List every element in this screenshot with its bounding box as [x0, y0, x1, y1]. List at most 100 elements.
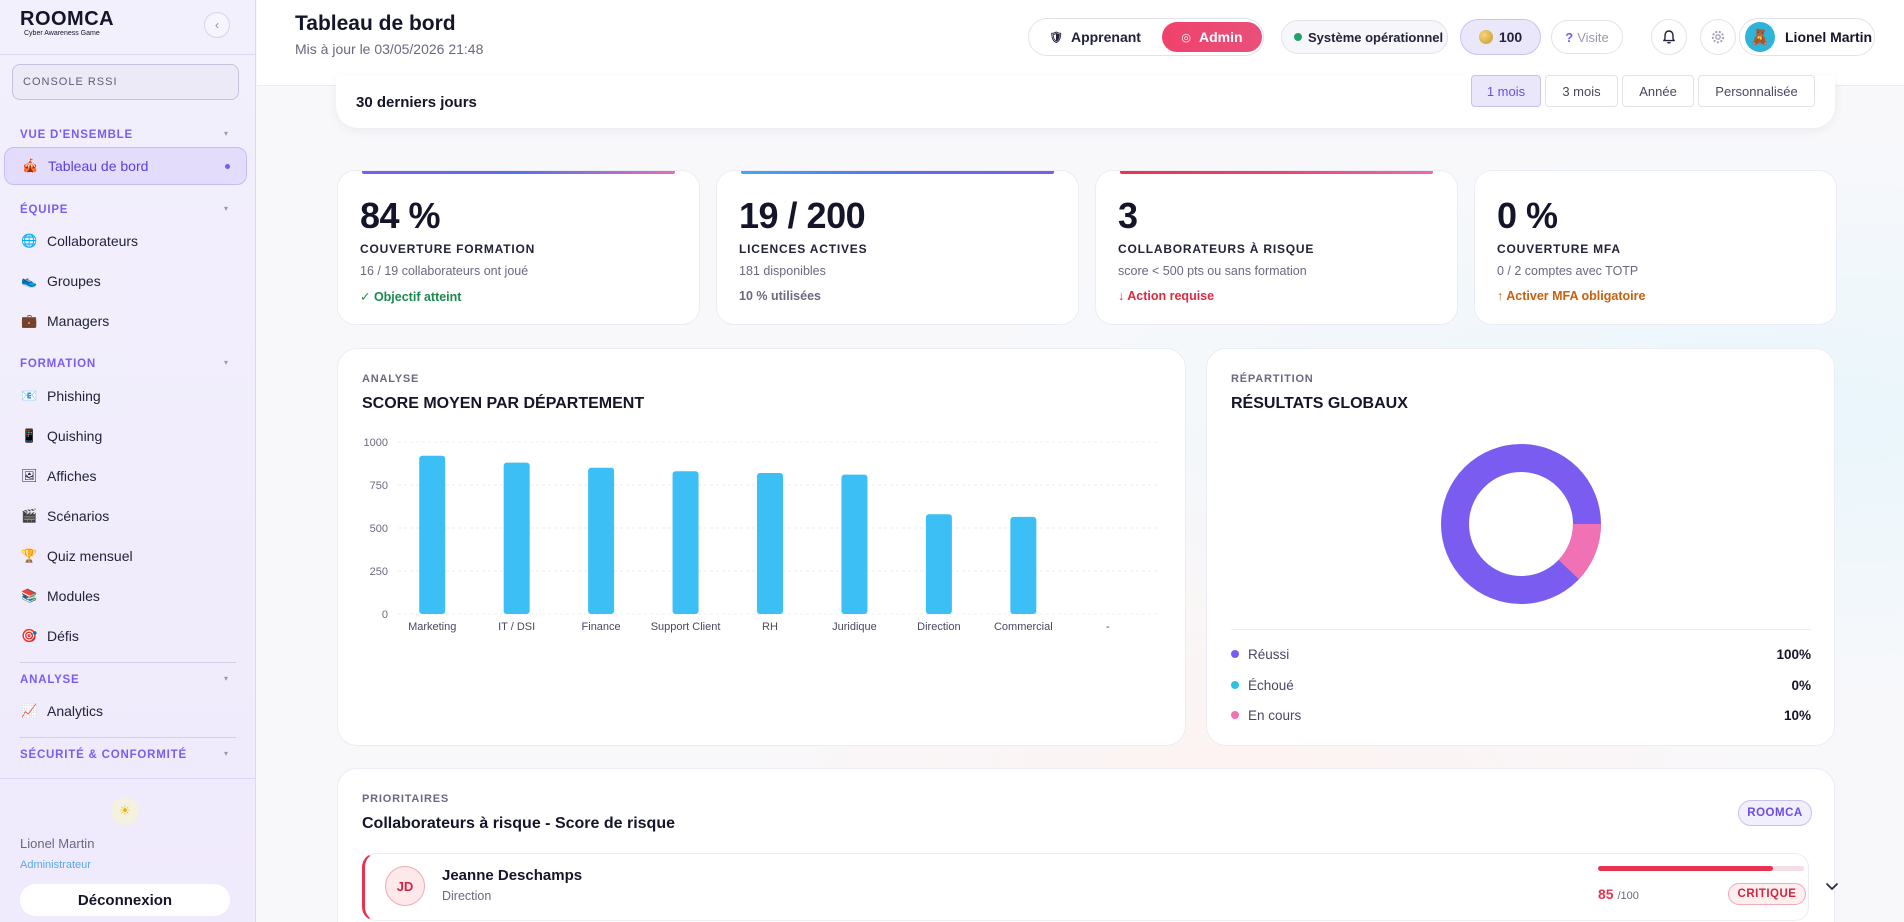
role-admin-label: Admin: [1199, 29, 1243, 45]
settings-button[interactable]: [1700, 19, 1736, 55]
notifications-button[interactable]: [1651, 19, 1687, 55]
section-team-label: ÉQUIPE: [20, 204, 69, 216]
legend-label: Échoué: [1248, 677, 1294, 693]
groups-icon: 👟: [21, 273, 38, 288]
tour-button[interactable]: ? Visite: [1551, 20, 1623, 54]
role-learner-button[interactable]: 🛡 Apprenant: [1049, 29, 1141, 45]
chevron-down-icon[interactable]: [1824, 878, 1840, 894]
y-tick-label: 250: [370, 566, 388, 578]
period-option-custom[interactable]: Personnalisée: [1698, 75, 1815, 107]
theme-toggle-button[interactable]: ☀: [111, 797, 139, 825]
clapper-icon: 🎬: [21, 508, 38, 523]
qr-phone-icon: 📱: [21, 428, 38, 443]
legend-percent: 100%: [1776, 646, 1811, 662]
legend-percent: 0%: [1791, 677, 1811, 693]
collaborators-icon: 🌐: [21, 233, 38, 248]
sidebar-item-analytics[interactable]: 📈 Analytics: [4, 692, 247, 730]
points-value: 100: [1498, 29, 1523, 45]
top-header: Tableau de bord Mis à jour le 03/05/2026…: [257, 0, 1904, 86]
section-training[interactable]: FORMATION ▾: [20, 358, 228, 370]
kpi-note: ↑ Activer MFA obligatoire: [1497, 289, 1646, 303]
period-selector: 30 derniers jours 1 mois 3 mois Année Pe…: [336, 75, 1835, 128]
panel-title: RÉSULTATS GLOBAUX: [1231, 395, 1408, 412]
sidebar-item-label: Scénarios: [47, 508, 110, 524]
sidebar-item-label: Quishing: [47, 428, 103, 444]
caret-icon: ▾: [224, 129, 229, 138]
sidebar-item-managers[interactable]: 💼 Managers: [4, 302, 247, 340]
user-menu[interactable]: 🧸 Lionel Martin: [1739, 18, 1875, 56]
kpi-card-training-coverage: 84 % COUVERTURE FORMATION 16 / 19 collab…: [337, 170, 700, 325]
sidebar-item-phishing[interactable]: 📧 Phishing: [4, 377, 247, 415]
bar-juridique[interactable]: [841, 474, 868, 614]
donut-segment-success: [1441, 444, 1601, 604]
section-separator: [20, 662, 236, 663]
bar-rh[interactable]: [757, 472, 783, 614]
section-analysis[interactable]: ANALYSE ▾: [20, 674, 228, 686]
period-option-3-months[interactable]: 3 mois: [1545, 75, 1618, 107]
bar-support-client[interactable]: [672, 471, 699, 614]
chart-icon: 📈: [21, 703, 38, 718]
avatar: JD: [385, 866, 425, 906]
sidebar-item-quishing[interactable]: 📱 Quishing: [4, 417, 247, 455]
gear-icon: [1711, 30, 1725, 44]
kpi-subtext: score < 500 pts ou sans formation: [1118, 264, 1307, 278]
kpi-label: COLLABORATEURS À RISQUE: [1118, 242, 1315, 256]
sidebar-item-dashboard[interactable]: 🎪 Tableau de bord: [4, 147, 247, 185]
bar-marketing[interactable]: [419, 455, 446, 614]
risk-panel: PRIORITAIRES Collaborateurs à risque - S…: [337, 768, 1838, 922]
section-security[interactable]: SÉCURITÉ & CONFORMITÉ ▾: [20, 749, 228, 761]
bar-finance[interactable]: [588, 467, 615, 614]
sidebar-item-collaborators[interactable]: 🌐 Collaborateurs: [4, 222, 247, 260]
legend-swatch: [1231, 711, 1239, 719]
section-overview-label: VUE D'ENSEMBLE: [20, 129, 133, 141]
kpi-card-at-risk: 3 COLLABORATEURS À RISQUE score < 500 pt…: [1095, 170, 1458, 325]
x-tick-label: Direction: [917, 621, 960, 633]
department-bar-chart: 0 250 500 750 1000 Marketing IT / DSI Finance Su…: [364, 437, 1158, 633]
user-name: Lionel Martin: [1785, 29, 1873, 45]
kpi-card-mfa-coverage: 0 % COUVERTURE MFA 0 / 2 comptes avec TO…: [1474, 170, 1837, 325]
sidebar-item-posters[interactable]: 🖼 Affiches: [4, 457, 247, 495]
tour-label: Visite: [1577, 29, 1609, 45]
x-tick-label: Marketing: [408, 621, 456, 633]
bell-icon: [1663, 30, 1675, 44]
logout-button[interactable]: Déconnexion: [20, 884, 230, 916]
avatar: 🧸: [1745, 22, 1775, 52]
points-badge[interactable]: 100: [1460, 19, 1541, 55]
kpi-value: 19 / 200: [739, 195, 866, 236]
section-team[interactable]: ÉQUIPE ▾: [20, 204, 228, 216]
period-title: 30 derniers jours: [356, 94, 477, 111]
kpi-label: COUVERTURE FORMATION: [360, 242, 536, 256]
section-separator: [20, 737, 236, 738]
modules-icon: 📚: [21, 588, 38, 603]
section-overview[interactable]: VUE D'ENSEMBLE ▾: [20, 129, 228, 141]
phishing-icon: 📧: [21, 388, 38, 403]
sidebar-item-quiz[interactable]: 🏆 Quiz mensuel: [4, 537, 247, 575]
logo-subtitle: Cyber Awareness Game: [24, 30, 100, 37]
risk-score: 85 /100: [1598, 886, 1639, 902]
dashboard-icon: 🎪: [22, 158, 39, 173]
role-learner-label: Apprenant: [1070, 29, 1141, 45]
sidebar-user-role: Administrateur: [20, 859, 91, 871]
kpi-subtext: 16 / 19 collaborateurs ont joué: [360, 264, 529, 278]
period-option-1-month[interactable]: 1 mois: [1471, 75, 1541, 107]
section-security-label: SÉCURITÉ & CONFORMITÉ: [20, 749, 187, 761]
bar-direction[interactable]: [925, 514, 952, 614]
sidebar-item-scenarios[interactable]: 🎬 Scénarios: [4, 497, 247, 535]
section-analysis-label: ANALYSE: [20, 674, 80, 686]
bar-it-dsi[interactable]: [503, 462, 530, 614]
risk-row[interactable]: JD Jeanne Deschamps Direction 85 /100 CR…: [362, 853, 1838, 921]
role-admin-button[interactable]: ◎ Admin: [1162, 22, 1262, 52]
sidebar-item-modules[interactable]: 📚 Modules: [4, 577, 247, 615]
panel-title: SCORE MOYEN PAR DÉPARTEMENT: [362, 395, 645, 412]
legend-divider: [1231, 629, 1811, 630]
logo[interactable]: ROOMCA Cyber Awareness Game: [20, 8, 114, 37]
collapse-sidebar-button[interactable]: ‹: [204, 12, 230, 38]
bar-commercial[interactable]: [1010, 516, 1037, 614]
period-option-year[interactable]: Année: [1622, 75, 1694, 107]
sidebar-item-challenges[interactable]: 🎯 Défis: [4, 617, 247, 655]
sidebar-user-name: Lionel Martin: [20, 836, 95, 851]
sidebar-item-label: Collaborateurs: [47, 233, 139, 249]
sidebar-item-groups[interactable]: 👟 Groupes: [4, 262, 247, 300]
logo-title: ROOMCA: [20, 8, 115, 30]
kpi-card-active-licenses: 19 / 200 LICENCES ACTIVES 181 disponible…: [716, 170, 1079, 325]
